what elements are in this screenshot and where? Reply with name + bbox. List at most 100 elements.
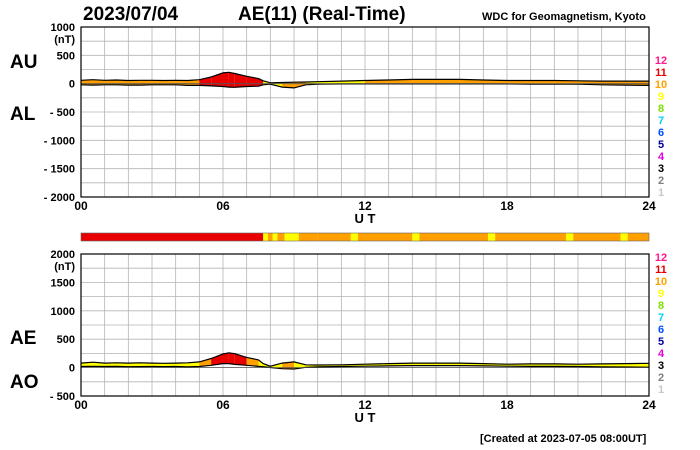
date-label: 2023/07/04: [83, 4, 179, 25]
legend-level-2: 2: [657, 175, 665, 187]
series-line-au: [80, 71, 649, 84]
legend-level-6: 6: [657, 324, 665, 336]
activity-fill-segment: [152, 363, 164, 367]
legend-level-5: 5: [657, 336, 665, 348]
activity-fill-segment: [601, 81, 626, 86]
x-tick-label: 06: [216, 199, 230, 213]
activity-strip-segment: [620, 233, 628, 241]
activity-fill-segment: [128, 362, 141, 367]
activity-strip-segment: [272, 233, 278, 241]
activity-fill-segment: [175, 80, 188, 86]
activity-fill-segment: [140, 362, 152, 367]
y-tick-label: - 2000: [44, 192, 75, 204]
legend-level-10: 10: [654, 79, 668, 91]
legend-level-3: 3: [657, 163, 665, 175]
legend-level-7: 7: [657, 115, 665, 127]
activity-strip-segment: [284, 233, 299, 241]
activity-fill-segment: [601, 363, 626, 368]
y-unit-label: (nT): [54, 261, 75, 273]
plot-frame: [80, 26, 650, 198]
legend-level-6: 6: [657, 127, 665, 139]
legend-level-9: 9: [657, 288, 665, 300]
activity-fill-segment: [175, 362, 188, 367]
y-tick-label: 0: [69, 363, 75, 375]
y-tick-label: - 1500: [44, 164, 75, 176]
y-unit-label: (nT): [54, 34, 75, 46]
x-tick-label: 18: [500, 199, 514, 213]
legend-level-11: 11: [655, 67, 667, 79]
au-panel-label: AU: [10, 52, 38, 73]
x-tick-label: 24: [642, 398, 656, 412]
legend-level-11: 11: [655, 264, 667, 276]
legend-level-8: 8: [657, 300, 665, 312]
y-tick-label: 1500: [51, 277, 75, 289]
activity-fill-segment: [228, 352, 235, 365]
activity-fill-segment: [116, 362, 129, 367]
created-timestamp: [Created at 2023-07-05 08:00UT]: [480, 433, 647, 445]
activity-fill-segment: [530, 363, 555, 367]
ao-panel-label: AO: [10, 372, 39, 393]
series-line-ae: [80, 352, 650, 367]
legend-level-12: 12: [654, 252, 668, 264]
y-tick-label: 2000: [51, 249, 75, 261]
legend-level-5: 5: [657, 139, 665, 151]
activity-fill-segment: [436, 79, 460, 84]
x-tick-label: 00: [74, 398, 88, 412]
x-tick-label: 12: [358, 199, 372, 213]
x-tick-label: 24: [642, 199, 656, 213]
activity-strip-segment: [566, 233, 574, 241]
legend-level-3: 3: [657, 360, 665, 372]
activity-fill-segment: [412, 79, 436, 84]
y-tick-label: 500: [57, 50, 75, 62]
activity-fill-segment: [228, 72, 235, 88]
y-tick-label: 0: [69, 79, 75, 91]
y-tick-label: 1000: [51, 22, 75, 34]
chart-title: AE(11) (Real-Time): [238, 4, 406, 25]
activity-strip-segment: [277, 233, 285, 241]
legend-level-4: 4: [657, 348, 665, 360]
y-tick-label: - 500: [50, 107, 75, 119]
x-tick-label: 06: [216, 398, 230, 412]
legend-level-4: 4: [657, 151, 665, 163]
x-axis-label: U T: [355, 211, 376, 226]
activity-strip-segment: [627, 233, 649, 241]
activity-strip-segment: [298, 233, 318, 241]
activity-strip-segment: [357, 233, 413, 241]
legend-level-1: 1: [657, 187, 665, 199]
activity-strip-segment: [317, 233, 351, 241]
activity-legend-top: 12 11 10 9 8 7 6 5 4 3 2 1: [646, 55, 676, 199]
activity-strip-segment: [350, 233, 358, 241]
activity-strip-segment: [263, 233, 268, 241]
x-tick-label: 18: [500, 398, 514, 412]
y-tick-label: - 500: [50, 391, 75, 403]
al-panel-label: AL: [10, 104, 36, 125]
ae-panel-label: AE: [10, 328, 37, 349]
legend-level-9: 9: [657, 91, 665, 103]
activity-fill-segment: [199, 358, 212, 367]
source-label: WDC for Geomagnetism, Kyoto: [482, 11, 646, 23]
activity-fill-segment: [258, 359, 264, 367]
legend-level-10: 10: [654, 276, 668, 288]
activity-fill-segment: [459, 79, 484, 84]
activity-fill-segment: [625, 81, 649, 86]
activity-strip-segment: [267, 233, 273, 241]
activity-fill-segment: [211, 353, 223, 366]
legend-level-12: 12: [654, 55, 668, 67]
activity-strip-segment: [81, 233, 264, 241]
legend-level-7: 7: [657, 312, 665, 324]
y-tick-label: - 1000: [44, 135, 75, 147]
activity-strip-segment: [573, 233, 621, 241]
activity-strip-segment: [488, 233, 496, 241]
activity-fill-segment: [223, 352, 229, 364]
activity-fill-segment: [104, 362, 117, 367]
activity-strip-segment: [412, 233, 420, 241]
activity-strip-segment: [495, 233, 567, 241]
y-tick-label: 500: [57, 334, 75, 346]
activity-fill-segment: [223, 72, 229, 88]
legend-level-8: 8: [657, 103, 665, 115]
plot-frame: [80, 253, 650, 397]
x-axis-label: U T: [355, 410, 376, 425]
activity-fill-segment: [163, 363, 176, 367]
activity-legend-bottom: 12 11 10 9 8 7 6 5 4 3 2 1: [646, 252, 676, 396]
